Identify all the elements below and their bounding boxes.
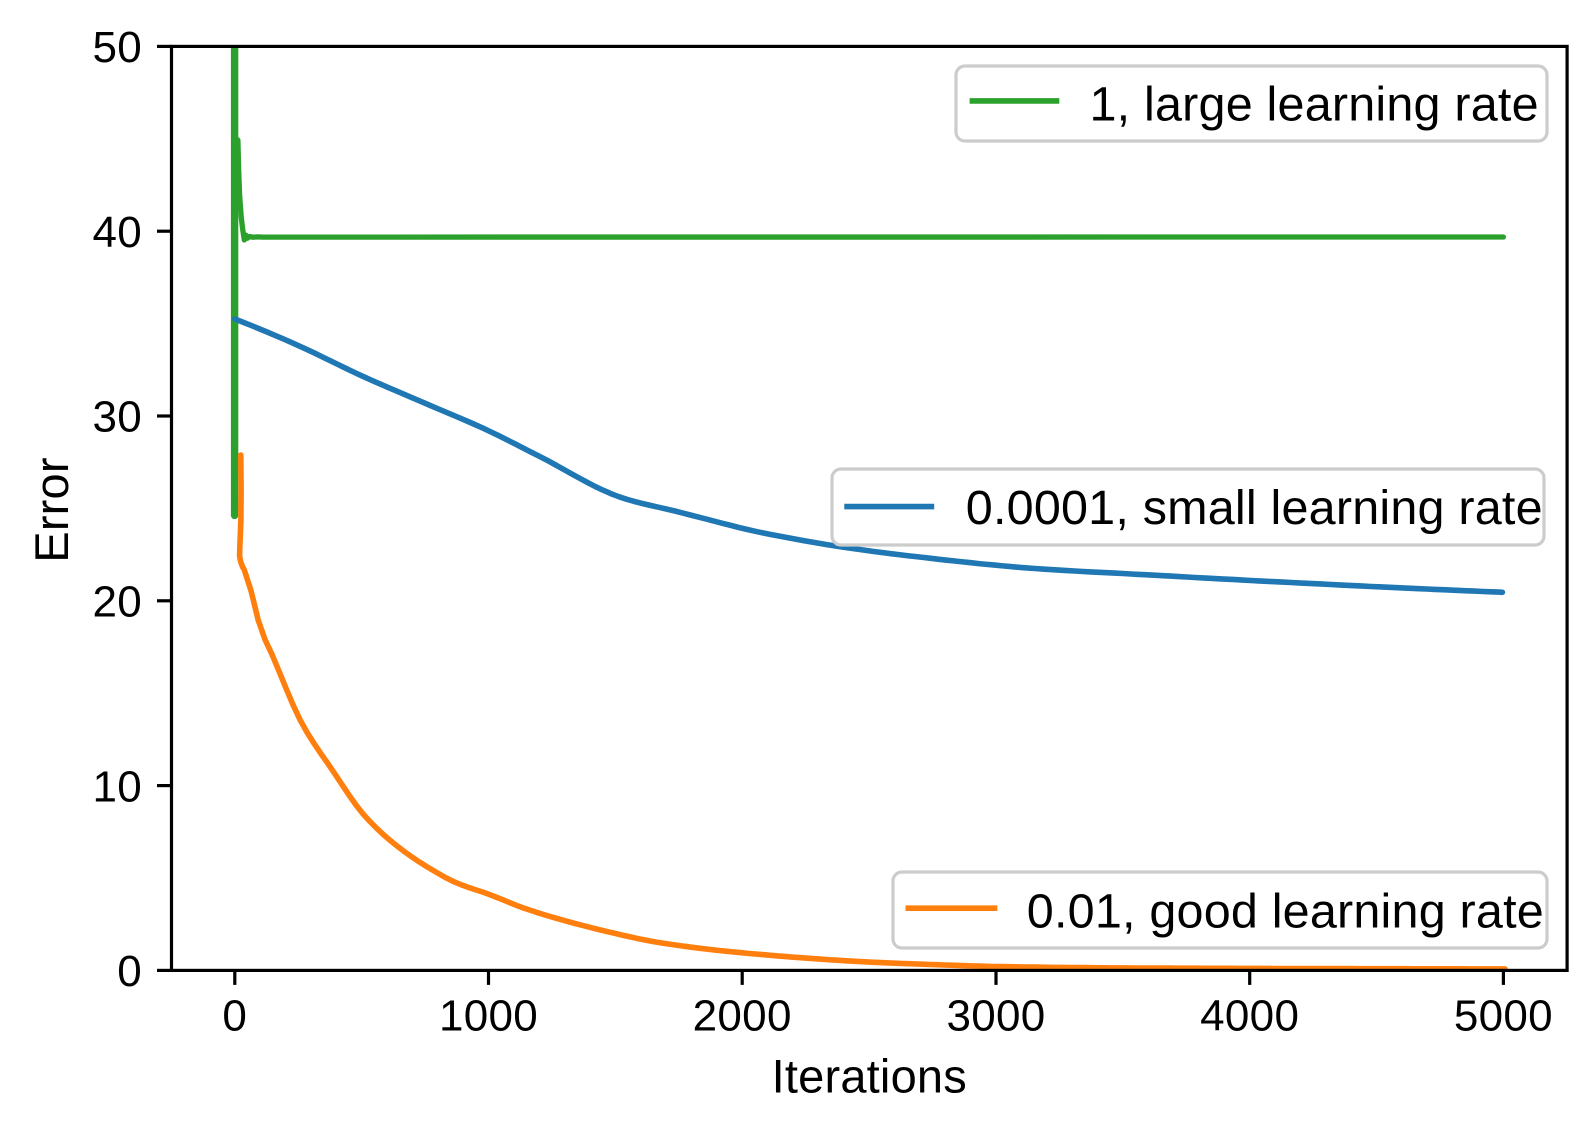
svg-text:5000: 5000 <box>1454 991 1553 1040</box>
svg-text:Error: Error <box>25 457 78 562</box>
svg-text:Iterations: Iterations <box>772 1049 967 1102</box>
svg-text:0.01, good learning rate: 0.01, good learning rate <box>1027 884 1544 938</box>
svg-text:0.0001, small learning rate: 0.0001, small learning rate <box>966 481 1543 535</box>
svg-text:20: 20 <box>92 578 142 627</box>
svg-text:50: 50 <box>92 23 142 72</box>
svg-text:1, large learning rate: 1, large learning rate <box>1090 77 1539 131</box>
svg-text:3000: 3000 <box>946 991 1045 1040</box>
svg-text:4000: 4000 <box>1200 991 1299 1040</box>
svg-text:1000: 1000 <box>439 991 538 1040</box>
svg-text:0: 0 <box>222 991 247 1040</box>
svg-text:30: 30 <box>92 393 142 442</box>
svg-text:10: 10 <box>92 762 142 811</box>
svg-text:2000: 2000 <box>693 991 792 1040</box>
svg-text:40: 40 <box>92 208 142 257</box>
svg-text:0: 0 <box>117 947 142 996</box>
